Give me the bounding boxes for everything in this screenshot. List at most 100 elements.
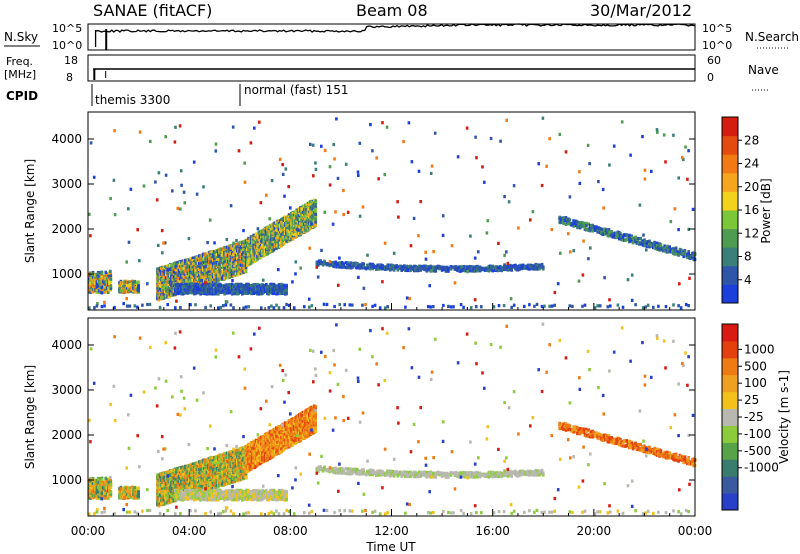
heatmap-cell (277, 233, 281, 237)
heatmap-cell (100, 279, 104, 283)
heatmap-cell (252, 233, 255, 237)
heatmap-cell (266, 246, 269, 250)
heatmap-cell (290, 223, 293, 227)
freq-label-line2: [MHz] (4, 68, 36, 81)
heatmap-cell (257, 248, 261, 252)
heatmap-cell (122, 282, 125, 286)
heatmap-cell (266, 243, 269, 247)
heatmap-cell (119, 287, 123, 291)
heatmap-cell (137, 290, 140, 294)
freq-label-line1: Freq. (6, 55, 33, 68)
heatmap-cell (244, 269, 248, 274)
nave-tick-top: 60 (707, 54, 721, 67)
noise-right-label: N.Search (745, 30, 799, 44)
heatmap-cell (268, 232, 272, 236)
heatmap-cell (290, 218, 293, 222)
heatmap-cell (129, 289, 133, 293)
freq-tick-bottom: 8 (66, 71, 73, 84)
heatmap-cell (100, 286, 104, 290)
noise-right-tick-bottom: 10^0 (702, 39, 732, 52)
heatmap-cell (109, 279, 113, 284)
heatmap-cell (223, 245, 226, 250)
heatmap-cell (109, 284, 113, 288)
heatmap-cell (268, 238, 272, 242)
noise-right-tick-top: 10^5 (702, 22, 732, 35)
heatmap-cell (287, 215, 291, 219)
heatmap-cell (287, 220, 291, 224)
heatmap-cell (268, 243, 272, 247)
heatmap-cell (282, 242, 286, 246)
heatmap-cell (266, 232, 269, 236)
heatmap-cell (98, 284, 101, 288)
heatmap-cell (268, 241, 272, 245)
heatmap-cell (267, 227, 271, 231)
heatmap-cell (290, 215, 293, 219)
heatmap-cell (95, 284, 99, 288)
heatmap-cell (107, 290, 110, 294)
nave-tick-bottom: 0 (707, 71, 714, 84)
heatmap-cell (137, 286, 140, 290)
heatmap-cell (266, 226, 269, 230)
heatmap-cell (95, 274, 99, 278)
heatmap-cell (91, 271, 95, 275)
heatmap-cell (287, 232, 291, 237)
heatmap-cell (272, 248, 276, 252)
heatmap-cell (98, 274, 101, 278)
heatmap-cell (290, 226, 293, 230)
heatmap-cell (268, 236, 272, 240)
heatmap-cell (268, 250, 272, 254)
heatmap-cell (98, 280, 101, 284)
cpid-label: CPID (6, 89, 38, 103)
power-heatmap-cells (88, 116, 697, 310)
cpid-row: CPID themis 3300 normal (fast) 151 (6, 83, 348, 107)
heatmap-cell (109, 277, 113, 281)
heatmap-cell (137, 288, 140, 292)
heatmap-cell (119, 289, 123, 293)
noise-line (94, 23, 695, 47)
heatmap-cell (108, 281, 111, 285)
heatmap-cell (122, 289, 125, 293)
heatmap-cell (100, 277, 104, 281)
heatmap-cell (241, 260, 244, 265)
heatmap-cell (244, 266, 248, 270)
heatmap-cell (95, 282, 99, 286)
noise-tick-top: 10^5 (52, 22, 82, 35)
heatmap-cell (98, 272, 101, 276)
heatmap-cell (98, 277, 101, 281)
heatmap-cell (287, 218, 291, 222)
heatmap-cell (266, 238, 269, 242)
noise-trace (94, 23, 695, 50)
heatmap-cell (137, 284, 140, 288)
heatmap-cell (119, 281, 123, 285)
heatmap-cell (277, 238, 281, 242)
frequency-trace (93, 68, 695, 80)
heatmap-cell (98, 289, 101, 293)
heatmap-cell (93, 277, 96, 281)
heatmap-cell (181, 264, 185, 268)
heatmap-cell (100, 272, 104, 276)
heatmap-cell (266, 252, 269, 256)
freq-tick-top: 18 (64, 54, 78, 67)
heatmap-cell (95, 290, 99, 294)
heatmap-cell (287, 237, 291, 242)
beam-title: Beam 08 (356, 1, 428, 20)
heatmap-cell (290, 221, 293, 225)
heatmap-cell (290, 234, 293, 238)
station-title: SANAE (fitACF) (93, 1, 212, 20)
heatmap-cell (268, 224, 272, 228)
heatmap-cell (287, 229, 291, 233)
noise-panel: N.Sky 10^5 10^0 10^5 10^0 N.Search (4, 22, 799, 52)
heatmap-cell (290, 211, 293, 216)
frequency-panel: Freq. [MHz] 18 8 60 0 Nave (4, 54, 779, 91)
noise-left-label: N.Sky (4, 30, 38, 44)
heatmap-cell (137, 280, 140, 284)
nave-label: Nave (748, 63, 779, 77)
heatmap-cell (266, 236, 269, 240)
heatmap-cell (95, 280, 99, 284)
heatmap-cell (252, 240, 255, 244)
heatmap-cell (213, 275, 216, 279)
heatmap-cell (98, 286, 101, 290)
heatmap-cell (266, 241, 269, 245)
